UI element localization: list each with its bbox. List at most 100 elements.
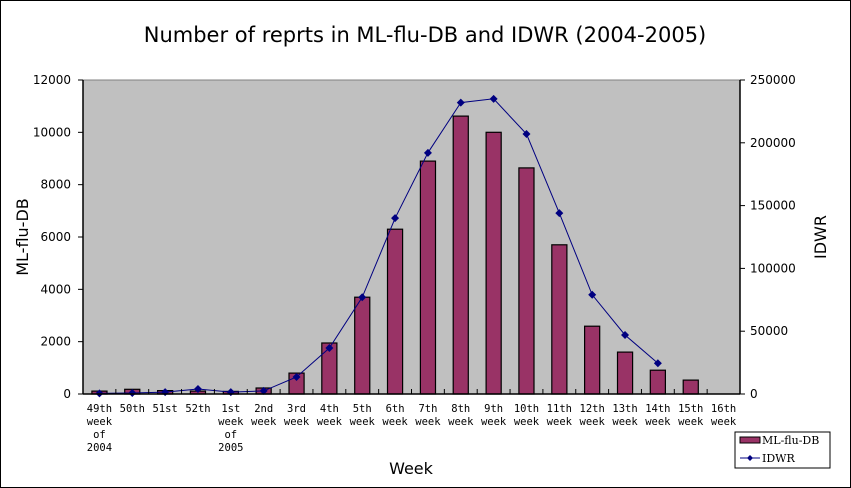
x-tick-label-line: 52th <box>185 403 210 415</box>
x-tick-label-line: week <box>448 416 474 428</box>
idwr-point <box>555 209 564 218</box>
y-tick-label: 8000 <box>40 178 71 192</box>
x-tick-label-line: week <box>514 416 540 428</box>
x-axis-title: Week <box>389 459 434 478</box>
y2-tick-label: 0 <box>750 387 758 401</box>
x-tick-label-line: week <box>415 416 441 428</box>
x-tick-label: 49th week of 2004 <box>87 403 113 454</box>
idwr-point <box>325 344 334 353</box>
x-tick-label: 3rd week <box>284 403 310 428</box>
x-tick-label: 52th <box>185 403 210 415</box>
x-tick-label: 51st <box>152 403 177 415</box>
x-tick-label: 7th week <box>415 403 441 428</box>
x-tick-label-line: 13th <box>612 403 637 415</box>
y2-tick-label: 150000 <box>750 199 796 213</box>
idwr-point <box>489 94 498 103</box>
x-tick-label-line: 2004 <box>87 442 112 454</box>
x-tick-label-line: week <box>251 416 277 428</box>
left-ticks: 0 2000 4000 6000 8000 10000 12000 <box>33 73 83 401</box>
y2-tick-label: 50000 <box>750 324 788 338</box>
x-tick-label: 4th week <box>317 403 343 428</box>
legend-bar-swatch <box>739 436 761 444</box>
x-tick-label-line: 6th <box>386 403 405 415</box>
x-tick-label-line: week <box>350 416 376 428</box>
x-tick-label-line: week <box>612 416 638 428</box>
chart-title: Number of reprts in ML-flu-DB and IDWR (… <box>144 23 707 47</box>
bar <box>649 369 666 395</box>
x-tick-label-line: 7th <box>418 403 437 415</box>
x-tick-label-line: week <box>711 416 737 428</box>
bar <box>518 167 535 395</box>
y-tick-label: 0 <box>63 387 71 401</box>
bar <box>485 131 502 395</box>
idwr-point <box>128 388 137 397</box>
x-tick-label-line: 51st <box>152 403 177 415</box>
legend-label-ml-flu-db: ML-flu-DB <box>762 434 819 447</box>
x-tick-label: 14th week <box>645 403 671 428</box>
legend-marker-icon <box>747 455 753 461</box>
x-tick-label-line: 8th <box>451 403 470 415</box>
x-tick-label: 50th <box>120 403 145 415</box>
y-tick-label: 4000 <box>40 282 71 296</box>
x-tick-label: 16th week <box>711 403 737 428</box>
idwr-point <box>653 359 662 368</box>
idwr-point <box>456 98 465 107</box>
x-tick-label-line: week <box>317 416 343 428</box>
x-tick-label-line: week <box>87 416 113 428</box>
bar <box>354 296 371 395</box>
x-tick-label-line: 9th <box>484 403 503 415</box>
idwr-point <box>423 148 432 157</box>
bar <box>616 351 634 395</box>
x-tick-label-line: 3rd <box>287 403 306 415</box>
x-tick-label-line: week <box>284 416 310 428</box>
y-tick-label: 6000 <box>40 230 71 244</box>
x-tick-label-line: 2nd <box>254 403 273 415</box>
bar <box>551 244 568 395</box>
x-tick-label-line: 16th <box>711 403 736 415</box>
idwr-point <box>358 293 367 302</box>
bar <box>452 115 469 395</box>
x-tick-label-line: 4th <box>320 403 339 415</box>
bars-group <box>91 115 699 395</box>
bar <box>583 325 601 395</box>
x-tick-label-line: 50th <box>120 403 145 415</box>
y2-tick-label: 100000 <box>750 261 796 275</box>
x-tick-label-line: week <box>678 416 704 428</box>
x-tick-label: 9th week <box>481 403 507 428</box>
x-tick-label-line: 11th <box>547 403 572 415</box>
x-tick-label-line: week <box>645 416 671 428</box>
line-group <box>95 94 662 398</box>
y2-axis-title: IDWR <box>811 215 830 259</box>
x-tick-label: 15th week <box>678 403 704 428</box>
idwr-point <box>193 384 202 393</box>
x-tick-label-line: week <box>218 416 244 428</box>
y-tick-label: 2000 <box>40 335 71 349</box>
x-tick-label-line: 10th <box>514 403 539 415</box>
x-tick-label: 8th week <box>448 403 474 428</box>
x-tick-label-line: week <box>580 416 606 428</box>
idwr-point <box>259 386 268 395</box>
legend: ML-flu-DB IDWR <box>734 431 831 469</box>
x-tick-label: 13th week <box>612 403 638 428</box>
x-tick-label-line: of <box>224 429 237 441</box>
x-tick-label-line: week <box>547 416 573 428</box>
x-tick-label-line: 5th <box>353 403 372 415</box>
x-tick-label: 2nd week <box>251 403 277 428</box>
x-tick-label-line: 1st <box>221 403 240 415</box>
bar <box>682 379 699 395</box>
x-tick-label: 5th week <box>350 403 376 428</box>
x-tick-label: 1st week of 2005 <box>218 403 244 454</box>
right-ticks: 0 50000 100000 150000 200000 250000 <box>740 73 796 401</box>
x-tick-label-line: 14th <box>645 403 670 415</box>
x-tick-label: 12th week <box>580 403 606 428</box>
x-tick-label-line: 2005 <box>218 442 243 454</box>
idwr-point <box>522 130 531 139</box>
y-axis-title: ML-flu-DB <box>13 198 32 276</box>
idwr-point <box>391 214 400 223</box>
x-tick-label-line: 12th <box>580 403 605 415</box>
x-tick-label: 11th week <box>547 403 573 428</box>
idwr-point <box>588 290 597 299</box>
y-tick-label: 10000 <box>33 125 71 139</box>
